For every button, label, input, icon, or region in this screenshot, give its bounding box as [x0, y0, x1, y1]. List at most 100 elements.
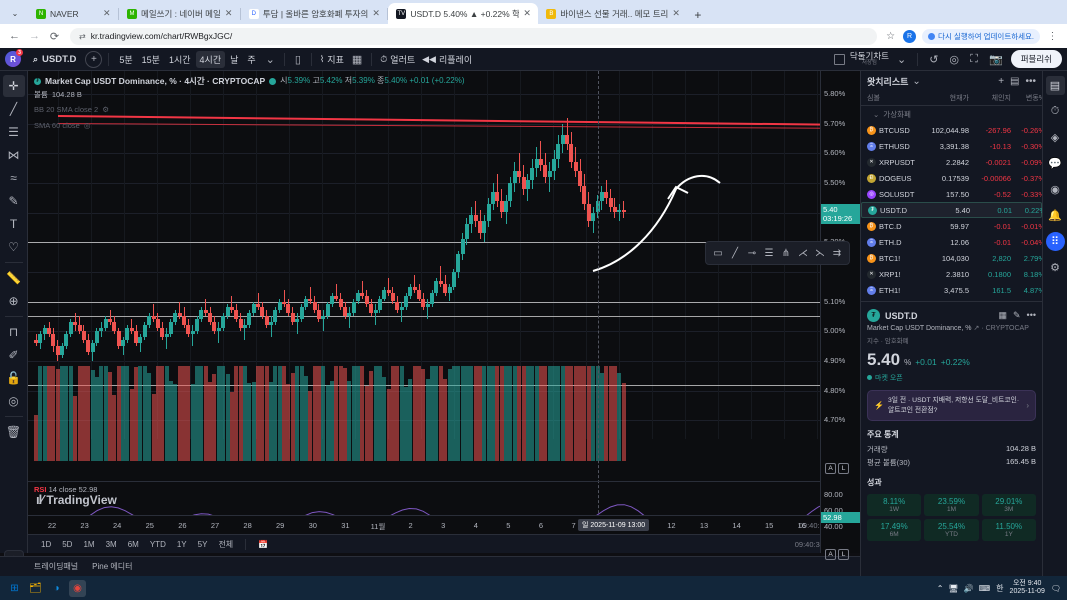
range-5D[interactable]: 5D	[62, 539, 73, 549]
tab-close-icon[interactable]: ✕	[372, 8, 380, 18]
settings-icon[interactable]: ⚙	[1050, 262, 1060, 274]
symbol-search-button[interactable]: ⌕ USDT.D	[27, 52, 82, 67]
float-draw-tool-3[interactable]: ☰	[764, 247, 774, 259]
new-tab-button[interactable]: +	[694, 8, 702, 22]
alerts-icon[interactable]: ⏱	[1050, 105, 1060, 117]
float-draw-tool-1[interactable]: ╱	[731, 247, 739, 259]
range-1Y[interactable]: 1Y	[176, 539, 187, 549]
hide-drawings-tool[interactable]: ◎	[8, 394, 19, 408]
snapshot-icon[interactable]: ◎	[949, 53, 960, 66]
fullscreen-icon[interactable]: ⛶	[970, 52, 978, 65]
watchlist-group-crypto[interactable]: ⌄ 가상화폐	[861, 106, 1042, 122]
browser-tab-1[interactable]: M 메일쓰기 : 네이버 메일 ✕	[119, 3, 240, 24]
float-draw-tool-5[interactable]: ⋌	[798, 247, 808, 259]
rsi-auto-scale-button[interactable]: A	[825, 549, 836, 560]
watchlist-col-2[interactable]: 체인지	[991, 95, 1011, 102]
external-link-icon[interactable]: ↗	[973, 325, 980, 332]
remove-drawings-tool[interactable]: 🗑	[5, 425, 22, 439]
float-draw-tool-2[interactable]: ⊸	[747, 247, 757, 259]
watchlist-col-0[interactable]: 심볼	[867, 95, 880, 102]
user-avatar[interactable]: R 3	[5, 49, 23, 67]
float-draw-tool-7[interactable]: ⇉	[832, 247, 842, 259]
watchlist-chevron-icon[interactable]: ⌄	[912, 75, 921, 87]
watchlist-layout-icon[interactable]: ▤	[1010, 75, 1020, 87]
undo-icon[interactable]: ↺	[929, 53, 939, 66]
float-draw-tool-4[interactable]: ⋔	[781, 247, 791, 259]
range-1D[interactable]: 1D	[41, 539, 52, 549]
pattern-tool[interactable]: ≈	[10, 171, 17, 185]
tab-search-icon[interactable]: ⌄	[11, 8, 19, 18]
horizontal-lines-tool[interactable]: ☰	[8, 125, 19, 139]
drawing-mode-tool[interactable]: ✐	[8, 348, 19, 362]
publish-button[interactable]: 퍼블리쉬	[1010, 50, 1062, 68]
time-scale[interactable]: 09:40:34 UTC+9 2223242526272829303111월23…	[28, 515, 860, 534]
watchlist-add-icon[interactable]: +	[998, 75, 1005, 87]
extension-update-banner[interactable]: 다시 실행하여 업데이트하세요.	[922, 28, 1040, 44]
range-3M[interactable]: 3M	[105, 539, 117, 549]
browser-tab-0[interactable]: N NAVER ✕	[28, 3, 118, 24]
fib-tool[interactable]: ⋈	[7, 148, 20, 162]
camera-icon[interactable]: 📷	[989, 53, 1003, 66]
range-1M[interactable]: 1M	[83, 539, 95, 549]
watchlist-row-BTC.D[interactable]: ₿BTC.D 59.97 -0.01 -0.01%	[861, 218, 1042, 234]
watchlist-row-XRP1![interactable]: ✕XRP1! 2.3810 0.1800 8.18%	[861, 266, 1042, 282]
bookmark-star-icon[interactable]: ☆	[886, 30, 896, 42]
watchlist-col-1[interactable]: 현재가	[949, 95, 969, 102]
drawn-horizontal-line-1[interactable]	[28, 301, 860, 303]
browser-menu-icon[interactable]: ⋮	[1047, 30, 1058, 42]
float-draw-tool-0[interactable]: ▭	[713, 247, 723, 259]
data-window-icon[interactable]: ◈	[1050, 132, 1060, 144]
bottom-tab-1[interactable]: 트레이딩패널	[34, 562, 79, 571]
watchlist-col-3[interactable]: 변동%	[1025, 95, 1042, 102]
drawn-horizontal-line-0[interactable]	[28, 242, 860, 244]
tab-close-icon[interactable]: ✕	[672, 8, 680, 18]
sma-settings-icon[interactable]: ◎	[83, 121, 91, 130]
layout-name-button[interactable]: 닥둘기차트 저장됨	[850, 52, 889, 66]
details-more-icon[interactable]: •••	[1026, 310, 1036, 320]
layout-select-icon[interactable]	[833, 53, 845, 65]
text-tool[interactable]: T	[9, 217, 18, 231]
shapes-tool[interactable]: ♡	[8, 240, 19, 254]
timeframe-주[interactable]: 주	[247, 54, 256, 65]
trend-line-tool[interactable]: ╱	[9, 102, 18, 116]
chart-type-candle-icon[interactable]: ▯	[294, 53, 301, 66]
tab-close-icon[interactable]: ✕	[523, 8, 531, 18]
watchlist-icon[interactable]: ▤	[1045, 76, 1065, 95]
browser-tab-4[interactable]: B 바이낸스 선물 거래.. 메모 트리 ✕	[538, 3, 687, 24]
rsi-log-scale-button[interactable]: L	[838, 549, 849, 560]
profile-avatar[interactable]: R	[903, 29, 917, 43]
watchlist-row-SOLUSDT[interactable]: ◎SOLUSDT 157.50 -0.52 -0.33%	[861, 186, 1042, 202]
timeframe-4시간[interactable]: 4시간	[195, 50, 226, 68]
crosshair-tool[interactable]: ✛	[2, 75, 25, 97]
timeframe-15분[interactable]: 15분	[141, 54, 160, 65]
address-bar[interactable]: ⇄ kr.tradingview.com/chart/RWBgxJGC/	[70, 27, 878, 45]
range-6M[interactable]: 6M	[127, 539, 139, 549]
news-card[interactable]: ⚡ 3일 전 · USDT 지배력, 저항선 도달_비트코인·알트코인 전환점?…	[867, 389, 1036, 422]
measure-tool[interactable]: 📏	[6, 271, 21, 285]
browser-tab-3[interactable]: TV USDT.D 5.40% ▲ +0.22% 학습 ✕	[388, 3, 539, 24]
bottom-tab-0[interactable]: Pine 에디터	[92, 562, 133, 571]
range-5Y[interactable]: 5Y	[197, 539, 208, 549]
bb-settings-icon[interactable]: ⚙	[102, 105, 109, 114]
range-전체[interactable]: 전체	[218, 539, 234, 549]
magnet-tool[interactable]: ⊓	[8, 325, 19, 339]
ime-indicator[interactable]: 한	[996, 583, 1004, 593]
chat-icon[interactable]: 💬	[1048, 158, 1062, 170]
log-scale-button[interactable]: L	[838, 463, 849, 474]
tab-close-icon[interactable]: ✕	[103, 8, 111, 18]
watchlist-row-USDT.D[interactable]: ₮USDT.D 5.40 0.01 0.22%	[861, 202, 1042, 218]
notifications-icon[interactable]: 🔔	[1048, 210, 1062, 222]
back-icon[interactable]: ←	[9, 30, 20, 42]
zoom-tool[interactable]: ⊕	[8, 294, 19, 308]
alerts-button[interactable]: ⏱ 얼러트	[378, 53, 417, 66]
edge-browser[interactable]: ◑	[53, 582, 60, 594]
brush-tool[interactable]: ✎	[8, 194, 19, 208]
chart-area[interactable]: ₮ Market Cap USDT Dominance, % · 4시간 · C…	[28, 71, 860, 553]
notification-center-icon[interactable]: 🗨	[1050, 583, 1061, 593]
reload-icon[interactable]: ⟳	[49, 30, 60, 43]
taskbar-clock[interactable]: 오전 9:40 2025-11-09	[1010, 580, 1045, 596]
watchlist-row-XRPUSDT[interactable]: ✕XRPUSDT 2.2842 -0.0021 -0.09%	[861, 154, 1042, 170]
tray-icon-2[interactable]: 🔊	[963, 583, 974, 593]
